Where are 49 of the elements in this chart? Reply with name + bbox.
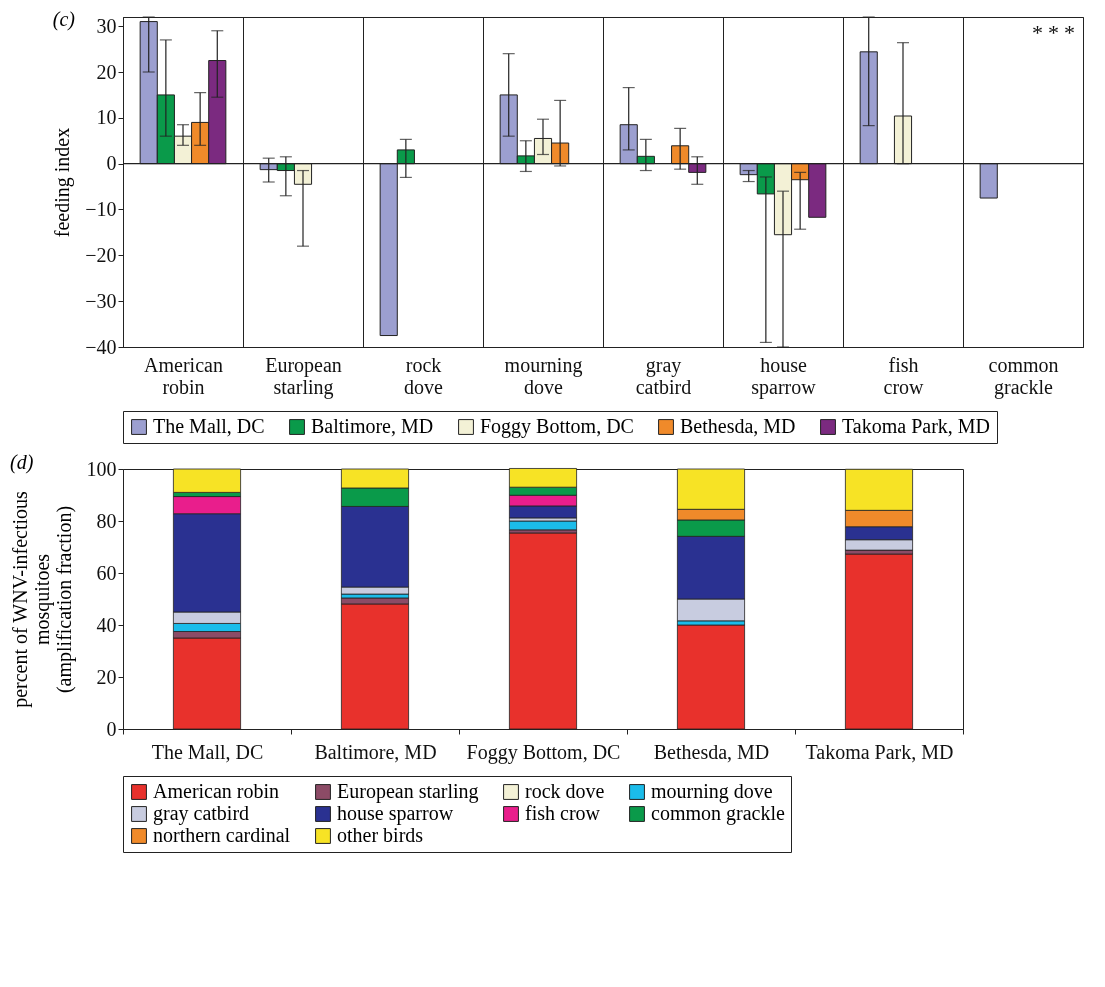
legend-label: Baltimore, MD <box>311 415 434 437</box>
annotation: * <box>1064 20 1075 45</box>
y-tick-label: −20 <box>85 243 117 266</box>
legend-label: northern cardinal <box>153 824 291 846</box>
y-tick-label: −30 <box>85 289 117 312</box>
y-tick-label: 60 <box>96 561 117 584</box>
annotation: * <box>1048 20 1059 45</box>
y-tick-label: 10 <box>96 106 117 129</box>
y-tick-label: −10 <box>85 198 117 220</box>
x-tick-label: Baltimore, MD <box>314 740 437 763</box>
legend-label: Takoma Park, MD <box>842 415 991 437</box>
y-tick-label: 80 <box>96 509 117 532</box>
y-tick-label: 0 <box>106 152 117 175</box>
legend-label: Bethesda, MD <box>680 415 796 437</box>
legend-label: Foggy Bottom, DC <box>480 415 634 438</box>
annotation: * <box>1032 20 1043 45</box>
legend-label: fish crow <box>525 802 601 824</box>
x-tick-label: common grackle <box>988 353 1059 399</box>
x-tick-label: European starling <box>265 353 342 399</box>
x-tick-label: Bethesda, MD <box>653 740 770 763</box>
legend-label: house sparrow <box>337 802 454 825</box>
x-tick-label: house sparrow <box>751 353 817 399</box>
y-tick-label: 100 <box>86 457 117 480</box>
x-tick-label: gray catbird <box>635 353 692 398</box>
chart-title: (c) <box>52 8 76 32</box>
y-tick-label: 30 <box>96 14 117 37</box>
chart-title: (d) <box>10 451 34 474</box>
x-tick-label: The Mall, DC <box>151 740 264 763</box>
x-tick-label: Foggy Bottom, DC <box>466 740 621 764</box>
x-tick-label: fish crow <box>883 353 925 398</box>
y-tick-label: 40 <box>96 613 117 636</box>
legend-label: The Mall, DC <box>153 415 265 437</box>
y-tick-label: 20 <box>96 665 117 688</box>
y-axis-title: feeding index <box>51 127 75 238</box>
y-tick-label: 20 <box>96 60 117 83</box>
x-tick-label: American robin <box>144 353 223 398</box>
x-tick-label: mourning dove <box>504 353 583 398</box>
x-tick-label: rock dove <box>404 353 444 398</box>
legend-label: American robin <box>153 780 280 802</box>
y-axis-title: percent of WNV-infectious mosquitoes (amplification fraction) <box>8 490 76 708</box>
legend-label: mourning dove <box>651 780 773 803</box>
legend-label: common grackle <box>651 802 785 825</box>
legend-label: other birds <box>337 824 424 846</box>
legend-label: European starling <box>337 780 479 803</box>
y-tick-label: −40 <box>85 335 117 358</box>
y-tick-label: 0 <box>106 717 117 740</box>
x-tick-label: Takoma Park, MD <box>805 740 954 763</box>
legend-label: gray catbird <box>153 802 250 825</box>
legend-label: rock dove <box>525 780 605 802</box>
